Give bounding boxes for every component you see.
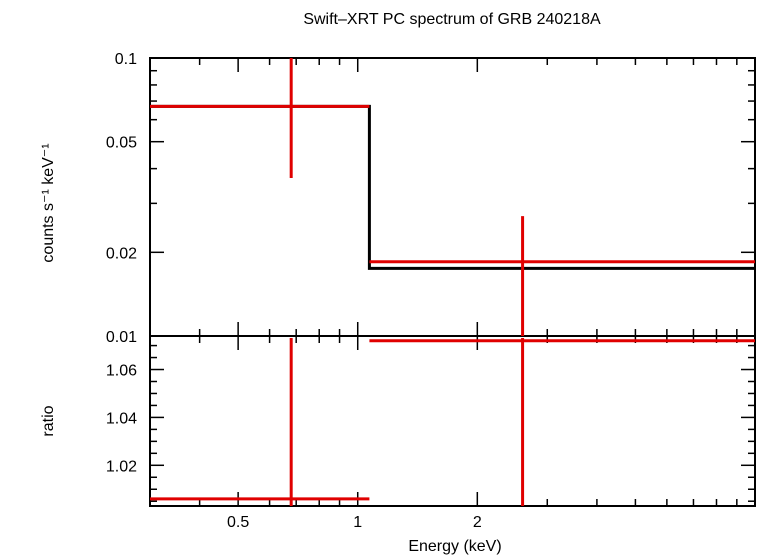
bottom-y-tick-label: 1.02: [106, 458, 137, 475]
model-step-line: [150, 104, 755, 270]
bottom-y-axis-label: ratio: [40, 405, 57, 436]
chart-title: Swift–XRT PC spectrum of GRB 240218A: [303, 11, 601, 28]
x-tick-label: 1: [353, 514, 362, 531]
top-y-tick-label: 0.02: [106, 245, 137, 262]
x-tick-label: 2: [473, 514, 482, 531]
plot-marks: [150, 58, 755, 506]
axis-ticks: 0.01 0.02 0.05 0.1 1.02 1.04 1.06 0.5 1 2: [106, 51, 755, 531]
top-y-tick-label: 0.01: [106, 329, 137, 346]
bottom-y-tick-label: 1.06: [106, 363, 137, 380]
top-y-axis-label: counts s⁻¹ keV⁻¹: [40, 143, 57, 262]
top-y-tick-label: 0.1: [115, 51, 137, 68]
bottom-panel-frame: [149, 335, 756, 507]
bottom-y-tick-label: 1.04: [106, 410, 137, 427]
top-y-tick-label: 0.05: [106, 135, 137, 152]
x-tick-label: 0.5: [227, 514, 249, 531]
x-axis-label: Energy (keV): [408, 538, 501, 555]
top-panel-frame: [149, 57, 756, 337]
